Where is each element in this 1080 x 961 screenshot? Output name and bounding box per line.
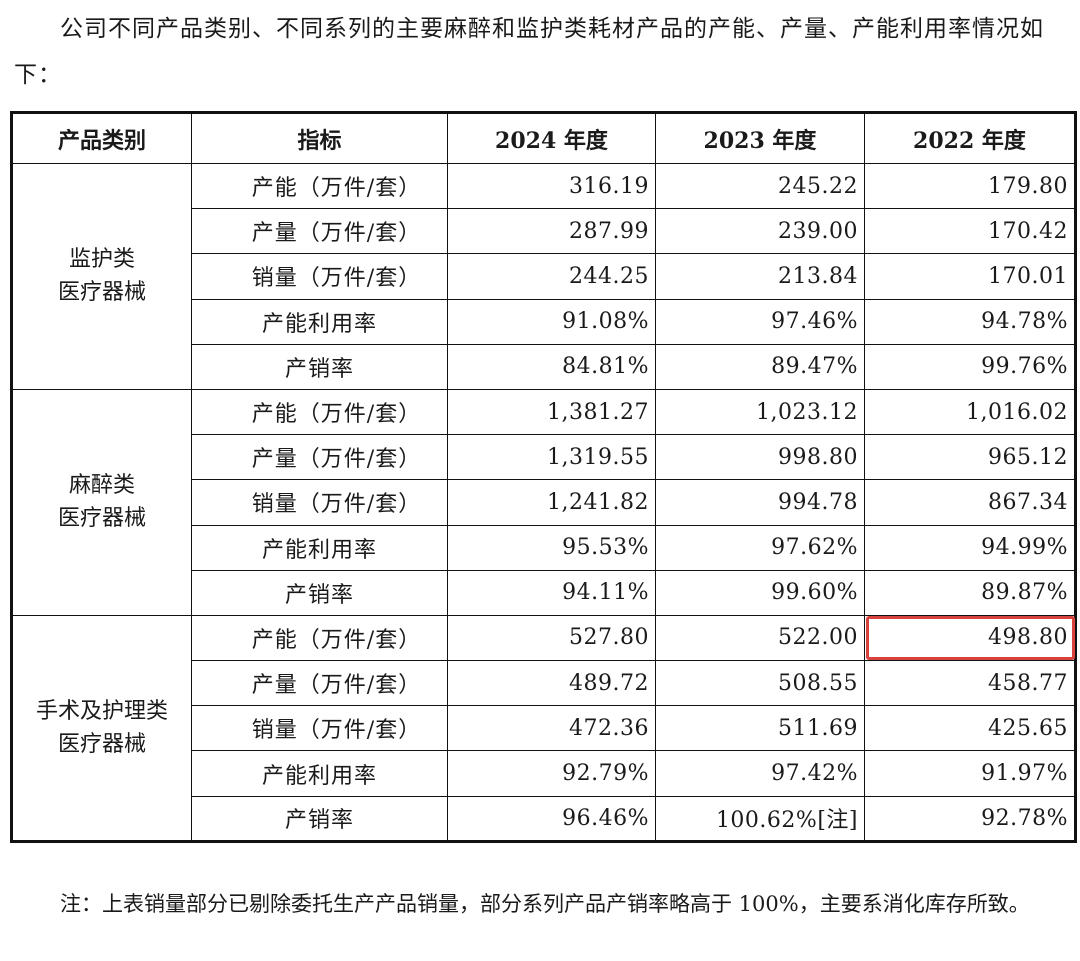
value-2022: 425.65 <box>864 705 1076 752</box>
value-2024: 1,319.55 <box>447 434 656 481</box>
category-line1: 手术及护理类 <box>35 698 168 724</box>
table-row: 产销率 96.46% 100.62%[注] 92.78% <box>12 795 1076 842</box>
category-cell-anesthesia: 麻醉类 医疗器械 <box>11 388 192 616</box>
value-2024: 92.79% <box>447 750 656 797</box>
value-2024: 489.72 <box>447 660 656 707</box>
table-row: 产能利用率 92.79% 97.42% 91.97% <box>12 750 1076 797</box>
value-2022: 458.77 <box>864 660 1076 707</box>
indicator-cell: 产能利用率 <box>191 750 448 797</box>
category-line2: 医疗器械 <box>57 731 146 757</box>
category-cell-surgical: 手术及护理类 医疗器械 <box>11 614 192 842</box>
table-row: 产能利用率 91.08% 97.46% 94.78% <box>12 298 1076 345</box>
indicator-cell: 产能利用率 <box>191 298 448 345</box>
table-row: 销量（万件/套） 1,241.82 994.78 867.34 <box>12 479 1076 526</box>
value-2022: 99.76% <box>864 343 1076 390</box>
value-2022: 1,016.02 <box>864 388 1076 436</box>
category-line1: 监护类 <box>68 247 135 273</box>
indicator-cell: 产量（万件/套） <box>191 434 448 481</box>
indicator-cell: 产能（万件/套） <box>191 388 448 436</box>
value-2024: 472.36 <box>447 705 656 752</box>
value-2022: 170.01 <box>864 253 1076 300</box>
value-2023: 89.47% <box>655 343 865 390</box>
value-2023: 97.62% <box>655 524 865 571</box>
value-2022: 94.78% <box>864 298 1076 345</box>
value-2023: 100.62%[注] <box>655 795 865 842</box>
intro-paragraph: 公司不同产品类别、不同系列的主要麻醉和监护类耗材产品的产能、产量、产能利用率情况… <box>14 16 1044 88</box>
indicator-cell: 销量（万件/套） <box>191 705 448 752</box>
value-2024: 244.25 <box>447 253 656 300</box>
category-line2: 医疗器械 <box>57 506 146 532</box>
table-row: 产量（万件/套） 489.72 508.55 458.77 <box>12 660 1076 707</box>
value-2023: 213.84 <box>655 253 865 300</box>
indicator-cell: 产量（万件/套） <box>191 660 448 707</box>
indicator-cell: 销量（万件/套） <box>191 253 448 300</box>
header-indicator: 指标 <box>191 112 448 164</box>
value-2023: 239.00 <box>655 208 865 255</box>
indicator-cell: 销量（万件/套） <box>191 479 448 526</box>
value-2022: 94.99% <box>864 524 1076 571</box>
value-2023: 1,023.12 <box>655 388 865 436</box>
category-line1: 麻醉类 <box>68 473 135 499</box>
value-2024: 287.99 <box>447 208 656 255</box>
indicator-cell: 产销率 <box>191 343 448 390</box>
table-row: 产销率 84.81% 89.47% 99.76% <box>12 343 1076 390</box>
table-row: 手术及护理类 医疗器械 产能（万件/套） 527.80 522.00 498.8… <box>11 614 1076 842</box>
value-2022: 965.12 <box>864 434 1076 481</box>
value-2022: 92.78% <box>864 795 1076 842</box>
value-2024: 96.46% <box>447 795 656 842</box>
value-2022: 867.34 <box>864 479 1076 526</box>
indicator-cell: 产量（万件/套） <box>191 208 448 255</box>
table-row: 麻醉类 医疗器械 产能（万件/套） 1,381.27 1,023.12 1,01… <box>11 388 1076 616</box>
value-2023: 998.80 <box>655 434 865 481</box>
table-row: 产量（万件/套） 1,319.55 998.80 965.12 <box>12 434 1076 481</box>
indicator-cell: 产能（万件/套） <box>191 614 448 662</box>
header-2022: 2022 年度 <box>864 112 1076 164</box>
header-2023: 2023 年度 <box>655 112 865 164</box>
header-2024: 2024 年度 <box>447 112 656 164</box>
footnote: 注：上表销量部分已剔除委托生产产品销量，部分系列产品产销率略高于 100%，主要… <box>60 892 1030 916</box>
highlighted-value-2022: 498.80 <box>864 614 1076 662</box>
header-category: 产品类别 <box>11 112 192 164</box>
value-2024: 95.53% <box>447 524 656 571</box>
value-2024: 1,381.27 <box>447 388 656 436</box>
value-2024: 84.81% <box>447 343 656 390</box>
value-2022: 91.97% <box>864 750 1076 797</box>
indicator-cell: 产销率 <box>191 795 448 842</box>
value-2023: 511.69 <box>655 705 865 752</box>
value-2023: 97.42% <box>655 750 865 797</box>
value-2024: 527.80 <box>447 614 656 662</box>
table-row: 监护类 医疗器械 产能（万件/套） 316.19 245.22 179.80 <box>11 162 1076 390</box>
capacity-table: 产品类别 指标 2024 年度 2023 年度 2022 年度 监护类 医疗器械… <box>10 111 1077 843</box>
value-2024: 1,241.82 <box>447 479 656 526</box>
value-2024: 316.19 <box>447 162 656 210</box>
value-2023: 994.78 <box>655 479 865 526</box>
value-2024: 91.08% <box>447 298 656 345</box>
value-2022: 170.42 <box>864 208 1076 255</box>
value-2024: 94.11% <box>447 569 656 616</box>
value-2023: 97.46% <box>655 298 865 345</box>
value-2022: 179.80 <box>864 162 1076 210</box>
category-line2: 医疗器械 <box>57 280 146 306</box>
category-cell-monitoring: 监护类 医疗器械 <box>11 163 192 390</box>
value-2023: 522.00 <box>655 614 865 662</box>
value-2023: 245.22 <box>655 162 865 210</box>
table-row: 产能利用率 95.53% 97.62% 94.99% <box>12 524 1076 571</box>
value-2023: 508.55 <box>655 660 865 707</box>
table-header-row: 产品类别 指标 2024 年度 2023 年度 2022 年度 <box>11 112 1076 164</box>
indicator-cell: 产能（万件/套） <box>191 162 448 210</box>
value-2023: 99.60% <box>655 569 865 616</box>
indicator-cell: 产能利用率 <box>191 524 448 571</box>
indicator-cell: 产销率 <box>191 569 448 616</box>
table-row: 销量（万件/套） 472.36 511.69 425.65 <box>12 705 1076 752</box>
value-2022: 89.87% <box>864 569 1076 616</box>
